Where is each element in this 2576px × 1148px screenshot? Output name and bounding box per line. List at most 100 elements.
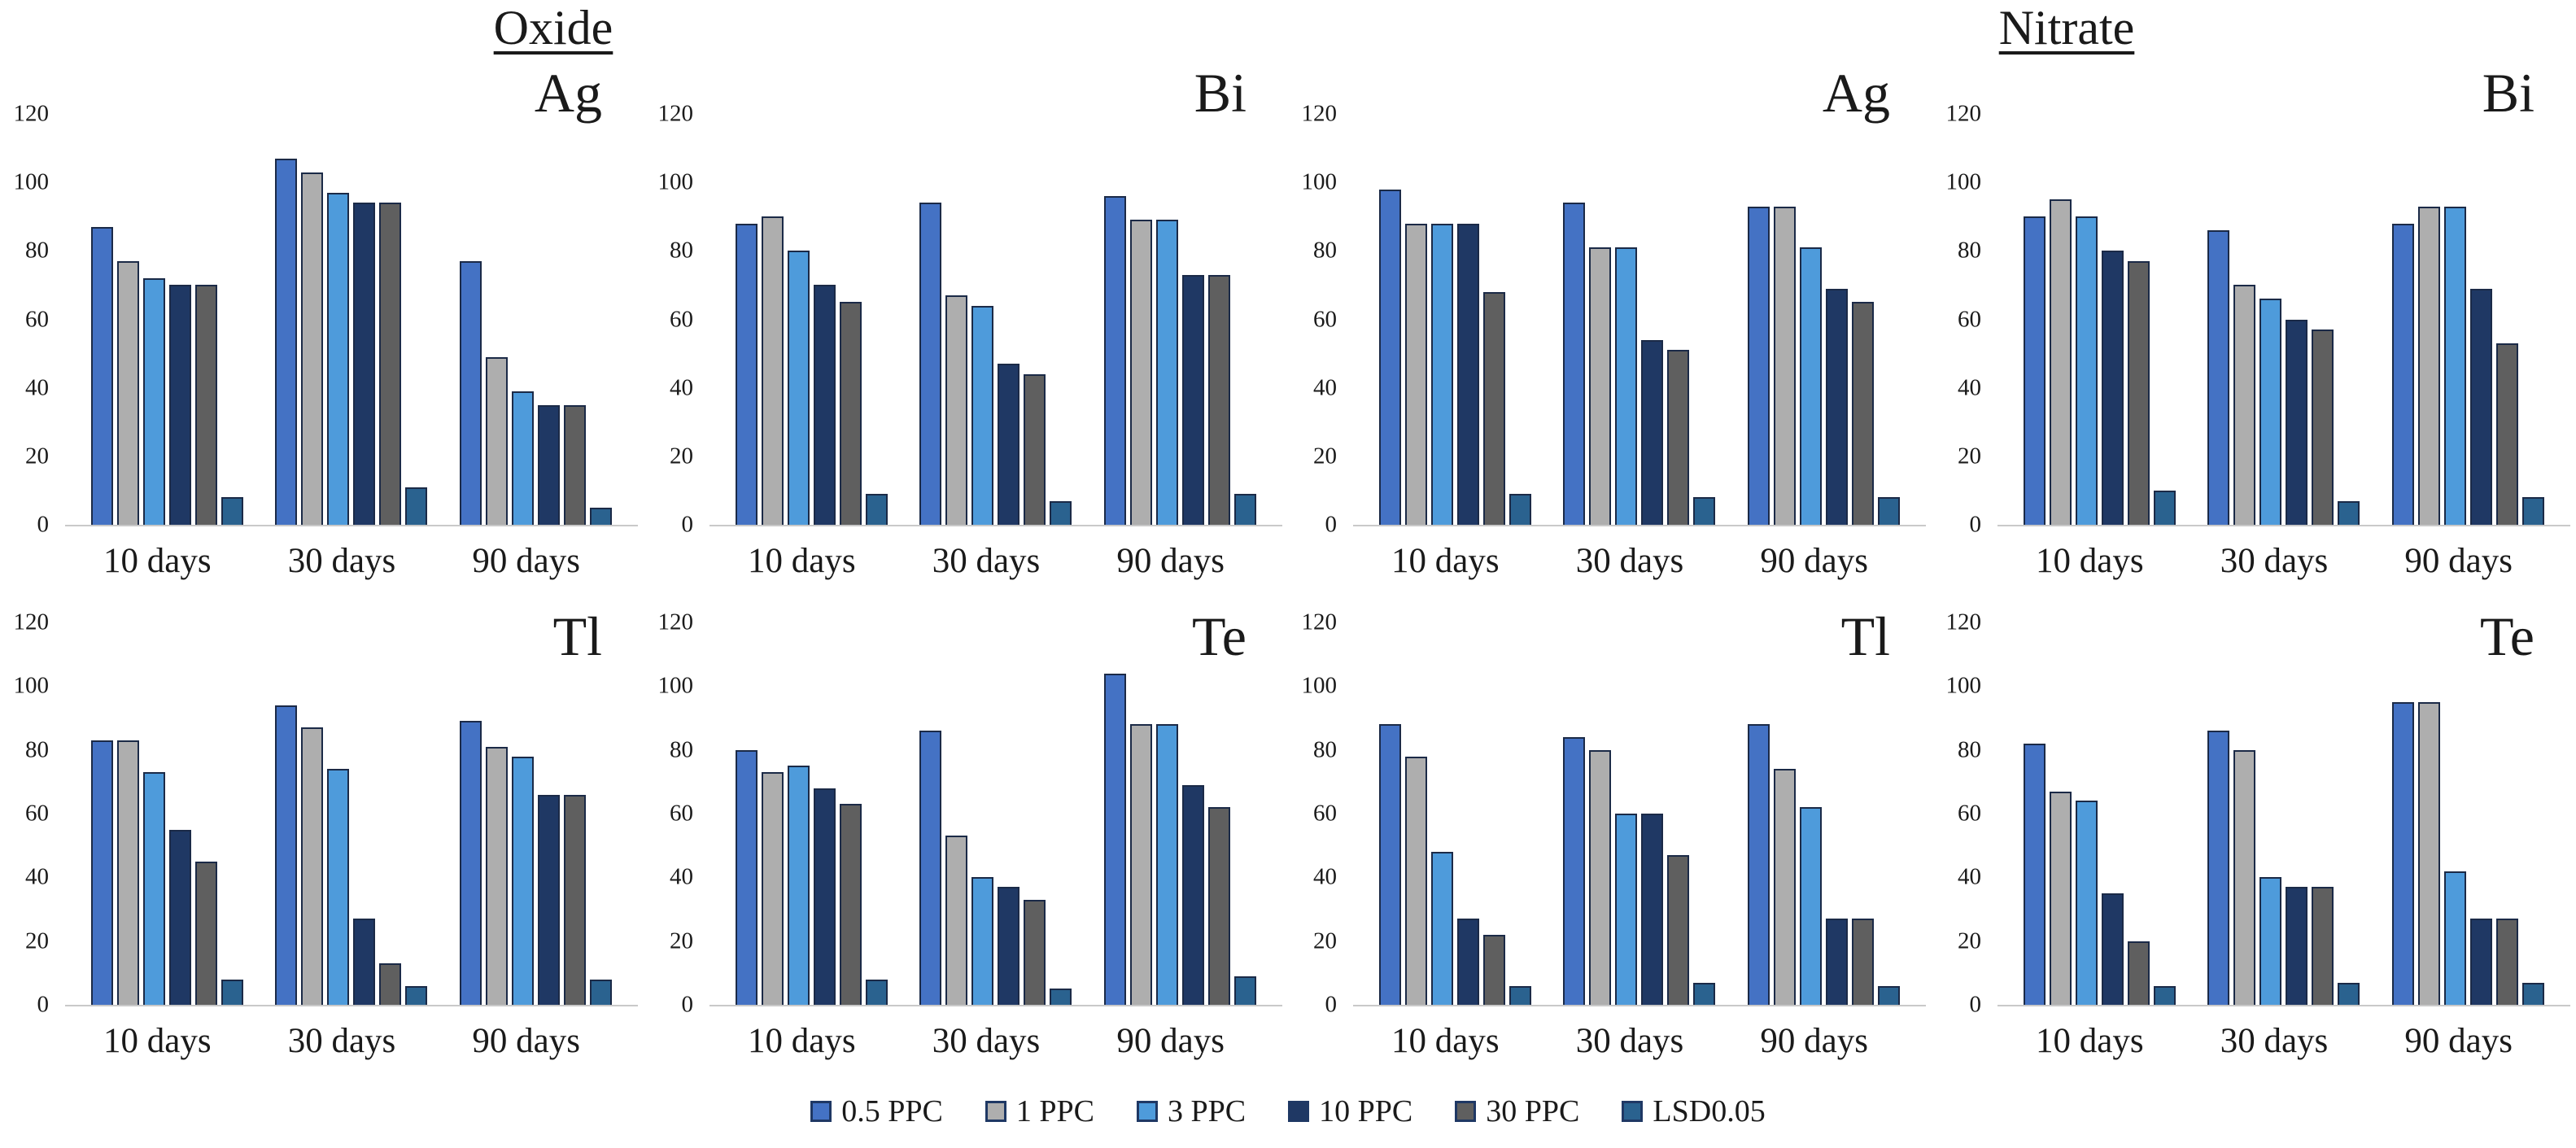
y-tick-label: 60 bbox=[1313, 306, 1337, 332]
bar-10-ppc bbox=[1641, 339, 1664, 525]
x-axis-label: 10 days bbox=[2036, 542, 2144, 580]
bar-group-10-days bbox=[2007, 622, 2192, 1005]
bar-0.5-ppc bbox=[1748, 724, 1770, 1005]
bar-1-ppc bbox=[486, 356, 509, 525]
bar-lsd0.05 bbox=[220, 497, 243, 525]
bar-lsd0.05 bbox=[2522, 982, 2545, 1005]
bar-10-ppc bbox=[998, 887, 1020, 1005]
panel-oxide-tl: 0 20 40 60 80 100 120 Tl 10 days 30 days 90 days bbox=[0, 568, 644, 1105]
section-title-oxide: Oxide bbox=[493, 1, 613, 55]
bar-30-ppc bbox=[1852, 302, 1875, 525]
bar-10-ppc bbox=[538, 794, 561, 1005]
x-axis-label: 30 days bbox=[287, 1022, 396, 1060]
x-axis-label: 90 days bbox=[2404, 1022, 2513, 1060]
bar-1-ppc bbox=[1774, 769, 1797, 1005]
x-axis-label: 10 days bbox=[103, 1022, 212, 1060]
bar-30-ppc bbox=[1482, 291, 1505, 525]
bar-0.5-ppc bbox=[735, 223, 758, 525]
y-tick-label: 120 bbox=[1945, 609, 1982, 635]
bar-group-90-days bbox=[2376, 114, 2561, 525]
element-label: Bi bbox=[1194, 62, 1247, 124]
bar-30-ppc bbox=[1208, 274, 1231, 525]
bar-10-ppc bbox=[2470, 288, 2493, 525]
bar-1-ppc bbox=[2049, 199, 2072, 525]
legend-swatch-3-ppc bbox=[1137, 1101, 1159, 1122]
bar-lsd0.05 bbox=[1234, 976, 1257, 1005]
y-tick-label: 100 bbox=[657, 168, 694, 195]
bar-0.5-ppc bbox=[1378, 724, 1401, 1005]
y-tick-label: 60 bbox=[25, 306, 49, 332]
bar-1-ppc bbox=[761, 216, 784, 525]
y-tick-label: 20 bbox=[1313, 443, 1337, 469]
bar-10-ppc bbox=[1826, 288, 1849, 525]
x-axis-label: 10 days bbox=[103, 542, 212, 580]
element-label: Bi bbox=[2482, 62, 2535, 124]
bar-30-ppc bbox=[1208, 807, 1231, 1005]
y-tick-label: 80 bbox=[670, 736, 693, 763]
x-axis-label: 10 days bbox=[748, 1022, 856, 1060]
bar-10-ppc bbox=[2101, 893, 2124, 1005]
bar-1-ppc bbox=[486, 746, 509, 1005]
bar-3-ppc bbox=[971, 305, 994, 525]
legend-label: 0.5 PPC bbox=[841, 1094, 943, 1128]
y-tick-label: 60 bbox=[1313, 800, 1337, 827]
y-tick-label: 20 bbox=[1958, 443, 1981, 469]
y-tick-label: 80 bbox=[25, 736, 49, 763]
y-tick-label: 120 bbox=[13, 100, 50, 127]
bar-3-ppc bbox=[2259, 299, 2282, 525]
bar-lsd0.05 bbox=[2522, 497, 2545, 525]
bar-10-ppc bbox=[538, 404, 561, 525]
bar-30-ppc bbox=[2496, 919, 2519, 1005]
bar-lsd0.05 bbox=[1878, 985, 1901, 1005]
y-tick-label: 120 bbox=[1301, 100, 1338, 127]
y-tick-label: 100 bbox=[13, 168, 50, 195]
bar-1-ppc bbox=[1589, 247, 1612, 525]
x-axis-label: 90 days bbox=[1760, 1022, 1868, 1060]
panel-nitrate-tl: 0 20 40 60 80 100 120 Tl 10 days 30 days 90 days bbox=[1288, 568, 1932, 1105]
bar-lsd0.05 bbox=[2338, 982, 2360, 1005]
legend: 0.5 PPC 1 PPC 3 PPC 10 PPC 30 PPC LSD0.05 bbox=[0, 1095, 2576, 1128]
bar-0.5-ppc bbox=[1748, 206, 1770, 525]
y-tick-label: 0 bbox=[37, 511, 50, 538]
plot-area bbox=[709, 114, 1282, 526]
legend-label: LSD0.05 bbox=[1653, 1094, 1766, 1128]
plot-area bbox=[1997, 622, 2570, 1006]
bar-30-ppc bbox=[2127, 260, 2150, 525]
bar-3-ppc bbox=[2259, 877, 2282, 1005]
bar-0.5-ppc bbox=[2392, 701, 2415, 1005]
plot-area bbox=[1353, 622, 1926, 1006]
y-tick-label: 60 bbox=[670, 306, 693, 332]
x-axis-label: 90 days bbox=[1116, 1022, 1225, 1060]
bar-group-30-days bbox=[904, 622, 1089, 1005]
panel-nitrate-te: 0 20 40 60 80 100 120 Te 10 days 30 days 90 days bbox=[1932, 568, 2576, 1105]
bar-3-ppc bbox=[1615, 814, 1638, 1005]
bar-lsd0.05 bbox=[2338, 500, 2360, 525]
legend-label: 1 PPC bbox=[1015, 1094, 1095, 1128]
y-tick-label: 80 bbox=[1313, 237, 1337, 264]
bar-0.5-ppc bbox=[275, 705, 298, 1005]
bar-30-ppc bbox=[2496, 343, 2519, 525]
bar-10-ppc bbox=[1182, 274, 1205, 525]
bar-lsd0.05 bbox=[1508, 985, 1531, 1005]
x-axis-label: 30 days bbox=[1575, 542, 1684, 580]
y-tick-label: 0 bbox=[1969, 991, 1982, 1018]
bar-30-ppc bbox=[1667, 350, 1690, 525]
y-tick-label: 20 bbox=[670, 928, 693, 954]
y-tick-label: 40 bbox=[1313, 374, 1337, 401]
bar-group-30-days bbox=[2192, 114, 2377, 525]
y-tick-label: 0 bbox=[37, 991, 50, 1018]
bar-1-ppc bbox=[301, 172, 324, 525]
bar-3-ppc bbox=[1615, 247, 1638, 525]
y-tick-label: 120 bbox=[657, 100, 694, 127]
plot-area bbox=[1997, 114, 2570, 526]
plot-area bbox=[65, 622, 638, 1006]
bar-1-ppc bbox=[761, 772, 784, 1005]
bar-lsd0.05 bbox=[1050, 500, 1072, 525]
bar-1-ppc bbox=[2418, 701, 2441, 1005]
panel-nitrate-ag: 0 20 40 60 80 100 120 Ag 10 days 30 days 90 days bbox=[1288, 63, 1932, 600]
element-label: Te bbox=[1192, 605, 1247, 667]
bar-1-ppc bbox=[1130, 724, 1153, 1005]
element-label: Ag bbox=[534, 62, 602, 124]
bar-0.5-ppc bbox=[2207, 230, 2230, 525]
x-axis-label: 90 days bbox=[1116, 542, 1225, 580]
